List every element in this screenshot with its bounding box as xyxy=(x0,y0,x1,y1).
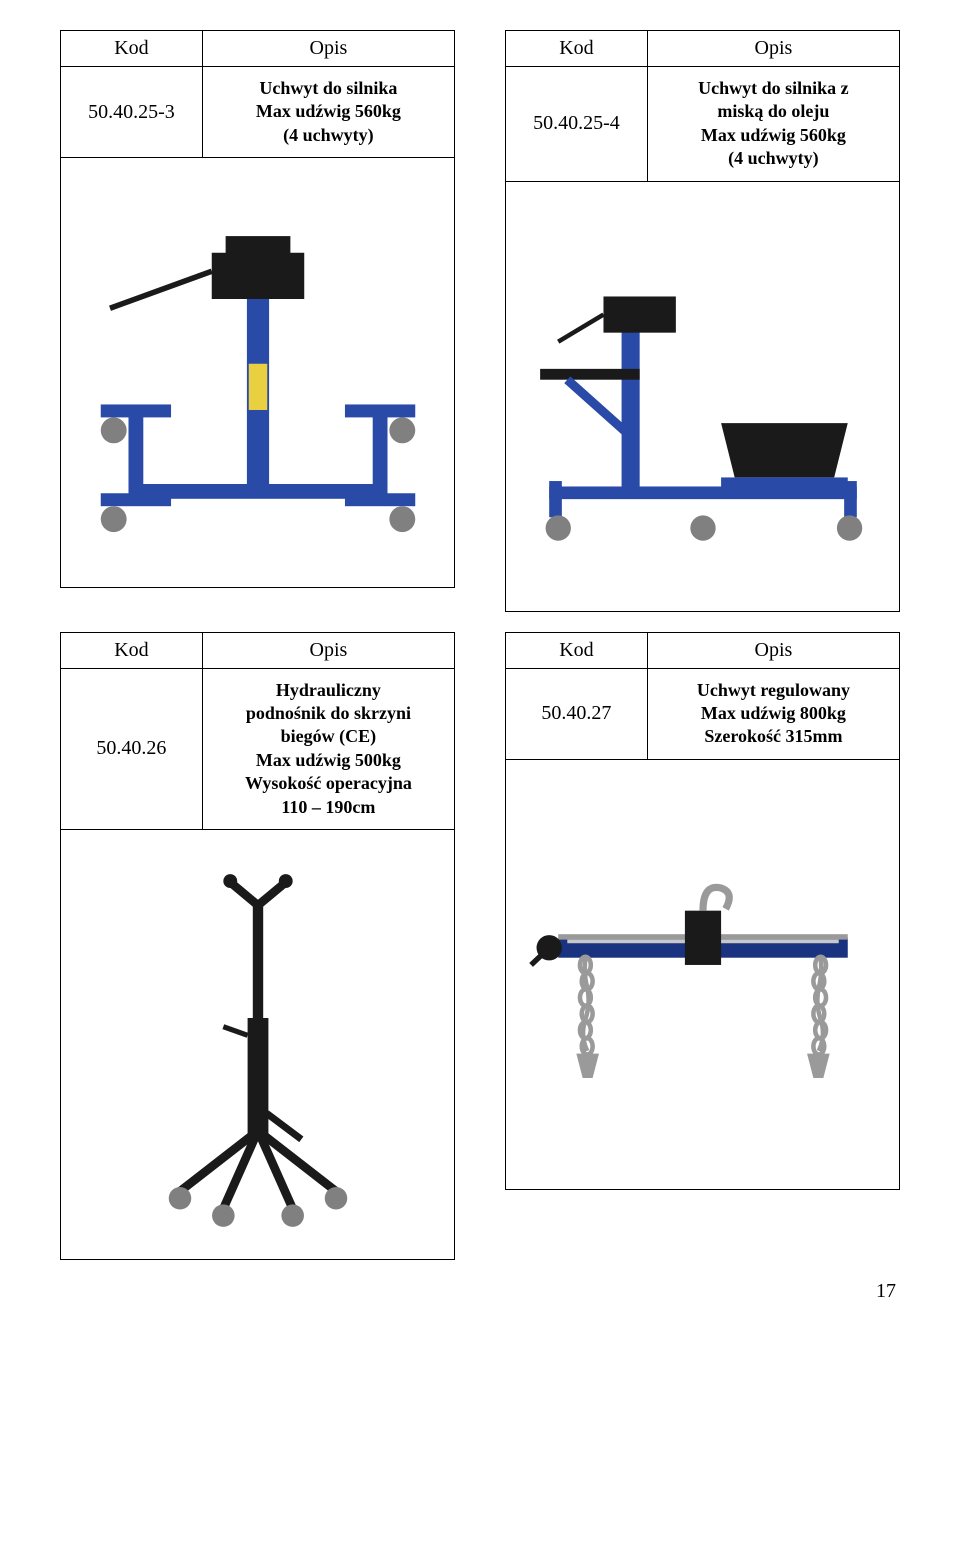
header-kod: Kod xyxy=(61,31,203,67)
header-kod: Kod xyxy=(61,632,203,668)
cell-kod: 50.40.26 xyxy=(61,668,203,829)
transmission-jack-icon xyxy=(128,839,388,1249)
cell-kod: 50.40.25-4 xyxy=(506,67,648,182)
product-card: Kod Opis 50.40.25-3 Uchwyt do silnika Ma… xyxy=(60,30,455,612)
product-card: Kod Opis 50.40.25-4 Uchwyt do silnika z … xyxy=(505,30,900,612)
header-opis: Opis xyxy=(647,632,899,668)
header-kod: Kod xyxy=(506,632,648,668)
cell-opis: Uchwyt regulowany Max udźwig 800kg Szero… xyxy=(647,668,899,759)
product-row-2: Kod Opis 50.40.26 Hydrauliczny podnośnik… xyxy=(60,632,900,1260)
product-card: Kod Opis 50.40.26 Hydrauliczny podnośnik… xyxy=(60,632,455,1260)
load-leveler-icon xyxy=(513,834,893,1114)
cell-kod: 50.40.25-3 xyxy=(61,67,203,158)
product-table: Kod Opis 50.40.27 Uchwyt regulowany Max … xyxy=(505,632,900,760)
engine-stand-oilpan-icon xyxy=(513,196,893,596)
product-table: Kod Opis 50.40.26 Hydrauliczny podnośnik… xyxy=(60,632,455,830)
product-image xyxy=(60,830,455,1260)
product-image xyxy=(505,760,900,1190)
product-table: Kod Opis 50.40.25-4 Uchwyt do silnika z … xyxy=(505,30,900,182)
product-table: Kod Opis 50.40.25-3 Uchwyt do silnika Ma… xyxy=(60,30,455,158)
cell-opis: Hydrauliczny podnośnik do skrzyni biegów… xyxy=(202,668,454,829)
cell-kod: 50.40.27 xyxy=(506,668,648,759)
engine-stand-icon xyxy=(73,173,443,573)
product-row-1: Kod Opis 50.40.25-3 Uchwyt do silnika Ma… xyxy=(60,30,900,612)
header-opis: Opis xyxy=(202,632,454,668)
product-image xyxy=(60,158,455,588)
header-opis: Opis xyxy=(647,31,899,67)
product-card: Kod Opis 50.40.27 Uchwyt regulowany Max … xyxy=(505,632,900,1260)
cell-opis: Uchwyt do silnika z miską do oleju Max u… xyxy=(647,67,899,182)
header-kod: Kod xyxy=(506,31,648,67)
cell-opis: Uchwyt do silnika Max udźwig 560kg (4 uc… xyxy=(202,67,454,158)
header-opis: Opis xyxy=(202,31,454,67)
product-image xyxy=(505,182,900,612)
page-number: 17 xyxy=(60,1280,900,1303)
